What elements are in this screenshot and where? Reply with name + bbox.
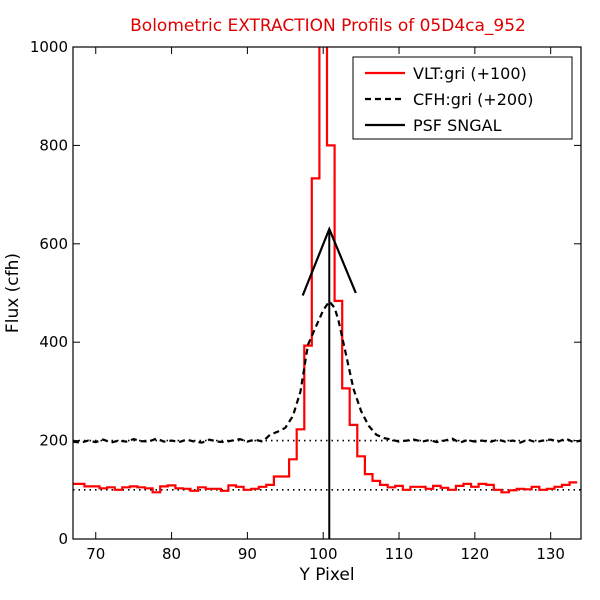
y-tick-label-4: 800 [39, 136, 68, 154]
x-tick-label-2: 90 [238, 545, 257, 563]
legend-label-1: CFH:gri (+200) [413, 90, 534, 109]
y-axis-label: Flux (cfh) [3, 253, 23, 333]
y-tick-label-3: 600 [39, 235, 68, 253]
y-tick-label-0: 0 [58, 530, 68, 548]
series-line-2 [301, 226, 357, 296]
x-tick-label-4: 110 [385, 545, 414, 563]
legend-label-2: PSF SNGAL [413, 116, 502, 135]
chart-title: Bolometric EXTRACTION Profils of 05D4ca_… [130, 16, 526, 36]
legend: VLT:gri (+100) CFH:gri (+200) PSF SNGAL [352, 56, 573, 140]
series-line-0 [73, 47, 578, 494]
series-line-1 [73, 299, 581, 444]
axes: 70 80 90 100 110 120 130 0 200 400 600 800 1000 [30, 38, 582, 563]
x-axis-label: Y Pixel [298, 565, 354, 585]
y-tick-label-2: 400 [39, 333, 68, 351]
legend-label-0: VLT:gri (+100) [413, 64, 527, 83]
x-tick-label-0: 70 [86, 545, 105, 563]
y-tick-label-1: 200 [39, 432, 68, 450]
plot-area [73, 47, 581, 539]
plot-frame [72, 46, 582, 540]
x-tick-label-6: 130 [536, 545, 565, 563]
x-tick-label-5: 120 [461, 545, 490, 563]
y-tick-label-5: 1000 [30, 38, 68, 56]
x-tick-label-3: 100 [309, 545, 338, 563]
plot-inner [73, 47, 581, 539]
x-tick-label-1: 80 [162, 545, 181, 563]
